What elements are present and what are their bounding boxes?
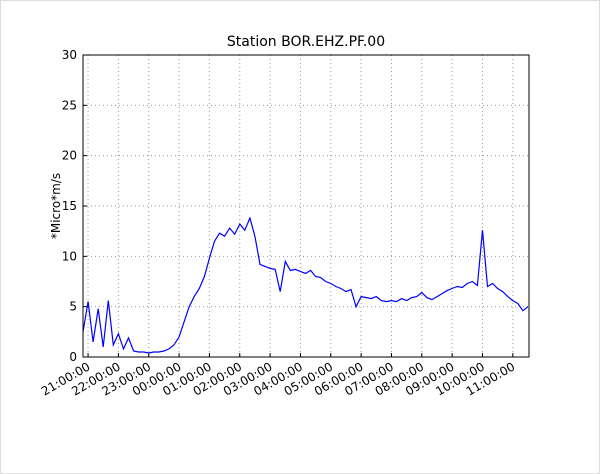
plot-frame bbox=[82, 54, 530, 358]
y-tick-label: 10 bbox=[62, 249, 77, 263]
y-tick-label: 15 bbox=[62, 199, 77, 213]
y-tick-label: 0 bbox=[69, 350, 77, 364]
y-tick-label: 30 bbox=[62, 48, 77, 62]
y-axis-label: *Micro*m/s bbox=[49, 173, 63, 239]
y-tick-label: 20 bbox=[62, 149, 77, 163]
chart-title: Station BOR.EHZ.PF.00 bbox=[227, 34, 385, 50]
data-line bbox=[82, 216, 529, 354]
y-tick-label: 25 bbox=[62, 98, 77, 112]
y-tick-label: 5 bbox=[69, 300, 77, 314]
